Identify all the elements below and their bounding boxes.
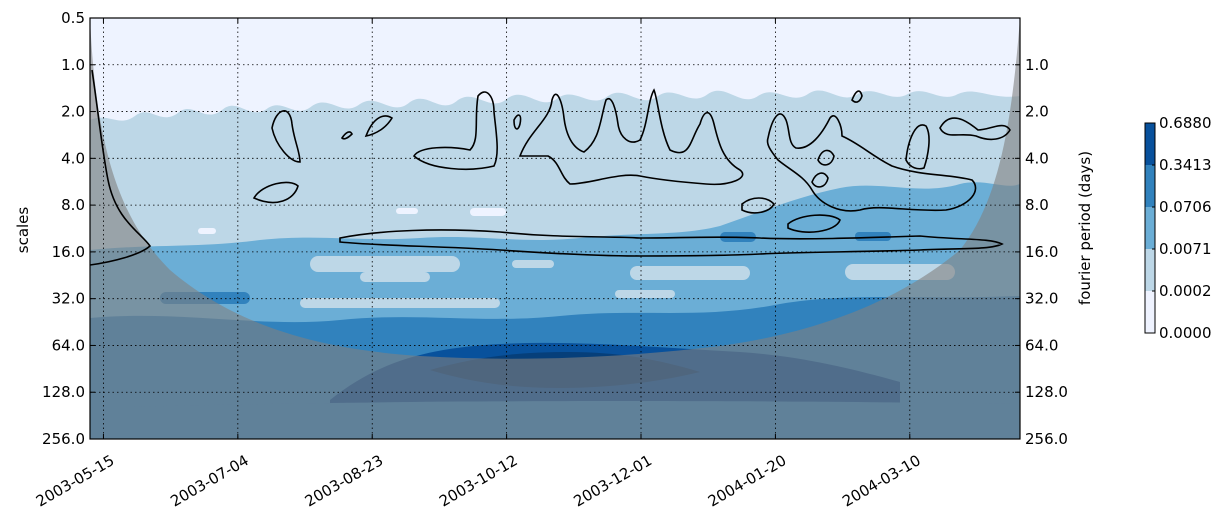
y-tick-label-left: 64.0: [52, 336, 85, 354]
plot-frame: [89, 17, 1021, 440]
significance-contour: [252, 181, 299, 204]
gridlines: [90, 18, 1020, 439]
power-speck: [630, 266, 750, 280]
significance-contour: [90, 69, 152, 266]
power-speck: [360, 272, 430, 282]
significance-contours: [90, 69, 1011, 266]
significance-contour: [340, 131, 353, 140]
cone-of-influence: [90, 18, 1020, 439]
significance-contour: [939, 117, 1011, 141]
x-tick-label: 2003-07-04: [167, 451, 252, 510]
y-axis-left: 0.5 1.0 2.0 4.0 8.0 16.0 32.0 64.0 128.0 256.0: [42, 9, 95, 448]
x-tick-label: 2003-05-15: [33, 451, 118, 510]
colorbar-swatch: [1145, 165, 1155, 208]
y-tick-label-right: 2.0: [1025, 103, 1049, 121]
y-tick-label-left: 8.0: [61, 196, 85, 214]
power-speck: [615, 290, 675, 298]
power-speck: [855, 232, 891, 241]
power-speck: [300, 298, 500, 308]
x-tick-label: 2003-10-12: [436, 451, 521, 510]
y-tick-label-left: 0.5: [61, 9, 85, 27]
colorbar-label: 0.0071: [1159, 240, 1212, 258]
y-axis-title-left: scales: [14, 207, 32, 254]
y-tick-label-right: 8.0: [1025, 196, 1049, 214]
colorbar-label: 0.0002: [1159, 282, 1212, 300]
colorbar-frame: [1144, 122, 1156, 334]
significance-contour: [905, 124, 930, 170]
y-axis-right: 1.0 2.0 4.0 8.0 16.0 32.0 64.0 128.0 256.0: [1015, 56, 1068, 448]
y-tick-label-right: 128.0: [1025, 383, 1068, 401]
y-tick-label-right: 64.0: [1025, 336, 1058, 354]
y-tick-label-left: 4.0: [61, 149, 85, 167]
colorbar-swatch: [1145, 249, 1155, 292]
colorbar: 0.6880 0.3413 0.0706 0.0071 0.0002 0.0000: [1144, 114, 1212, 342]
y-tick-label-right: 4.0: [1025, 149, 1049, 167]
y-tick-label-right: 1.0: [1025, 56, 1049, 74]
power-speck: [310, 256, 460, 272]
y-tick-label-left: 256.0: [42, 430, 85, 448]
y-tick-label-left: 2.0: [61, 103, 85, 121]
colorbar-swatch: [1145, 207, 1155, 250]
colorbar-swatch: [1145, 291, 1155, 334]
x-tick-label: 2004-01-20: [705, 451, 790, 510]
x-tick-label: 2003-12-01: [571, 451, 656, 510]
significance-contour: [364, 115, 394, 138]
x-tick-label: 2003-08-23: [302, 451, 387, 510]
colorbar-label: 0.3413: [1159, 156, 1212, 174]
colorbar-label: 0.0000: [1159, 324, 1212, 342]
colorbar-swatch: [1145, 123, 1155, 166]
colorbar-label: 0.6880: [1159, 114, 1212, 132]
power-speck: [396, 208, 418, 214]
significance-contour: [412, 91, 498, 170]
significance-contour: [513, 114, 522, 130]
power-speck: [512, 260, 554, 268]
significance-contour: [271, 110, 301, 163]
power-speck: [198, 228, 216, 234]
y-tick-label-left: 1.0: [61, 56, 85, 74]
y-tick-label-right: 256.0: [1025, 430, 1068, 448]
y-axis-title-right: fourier period (days): [1076, 151, 1094, 305]
significance-contour: [518, 88, 744, 186]
significance-contour: [817, 149, 835, 166]
y-tick-label-right: 16.0: [1025, 243, 1058, 261]
y-tick-label-right: 32.0: [1025, 290, 1058, 308]
significance-contour: [741, 197, 775, 214]
significance-contour: [787, 214, 841, 233]
x-tick-label: 2004-03-10: [839, 451, 924, 510]
colorbar-label: 0.0706: [1159, 198, 1212, 216]
significance-contour: [766, 113, 977, 212]
significance-contour: [339, 229, 1004, 257]
significance-contour: [811, 172, 829, 188]
y-tick-label-left: 32.0: [52, 290, 85, 308]
significance-contour: [851, 90, 863, 103]
y-tick-label-left: 128.0: [42, 383, 85, 401]
power-speck: [470, 208, 506, 216]
y-tick-label-left: 16.0: [52, 243, 85, 261]
